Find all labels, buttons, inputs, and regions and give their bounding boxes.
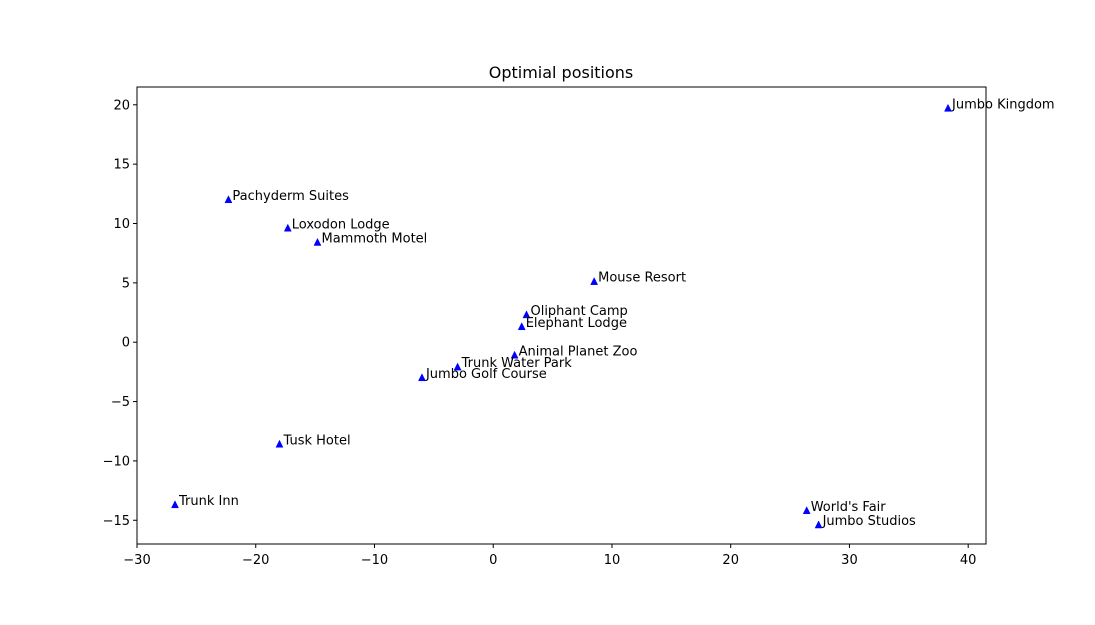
point-label: Animal Planet Zoo xyxy=(519,344,638,359)
data-points: Jumbo Kingdom Pachyderm Suites Loxodon Lod… xyxy=(171,97,1055,529)
point-label: Loxodon Lodge xyxy=(292,217,390,232)
point-label: Jumbo Kingdom xyxy=(951,97,1055,112)
x-axis: −30 −20 −10 0 10 20 30 40 xyxy=(123,544,976,568)
point-label: Elephant Lodge xyxy=(526,316,627,331)
point-marker xyxy=(517,322,526,331)
point-marker xyxy=(522,310,531,319)
point-marker xyxy=(814,520,823,529)
y-tick-label: 5 xyxy=(122,276,130,291)
point-marker xyxy=(510,350,519,359)
point-marker xyxy=(944,103,952,112)
point-label: Oliphant Camp xyxy=(530,304,627,319)
x-tick-label: 10 xyxy=(604,553,621,568)
point-label: Mouse Resort xyxy=(598,271,686,286)
point-label: Trunk Inn xyxy=(178,494,239,509)
y-tick-label: −5 xyxy=(111,395,130,410)
point-label: Pachyderm Suites xyxy=(232,189,349,204)
x-tick-label: −20 xyxy=(242,553,269,568)
x-tick-label: −10 xyxy=(361,553,388,568)
y-tick-label: 0 xyxy=(122,336,130,351)
x-tick-label: 0 xyxy=(489,553,497,568)
point-marker xyxy=(224,195,233,204)
point-marker xyxy=(283,223,292,232)
y-tick-label: −10 xyxy=(103,454,130,469)
point-marker xyxy=(418,373,426,382)
x-tick-label: 20 xyxy=(722,553,739,568)
y-tick-label: 20 xyxy=(113,98,130,113)
y-axis: −15 −10 −5 0 5 10 15 20 xyxy=(103,98,137,529)
point-label: Jumbo Studios xyxy=(822,514,916,529)
point-marker xyxy=(171,500,179,509)
point-marker xyxy=(453,362,462,371)
point-label: Trunk Water Park xyxy=(461,356,573,371)
point-label: Jumbo Golf Course xyxy=(425,367,547,382)
chart-title: Optimial positions xyxy=(489,63,634,82)
y-tick-label: 10 xyxy=(113,217,130,232)
point-marker xyxy=(590,277,599,285)
point-label: World's Fair xyxy=(811,500,887,515)
y-tick-label: 15 xyxy=(113,158,130,173)
point-label: Tusk Hotel xyxy=(282,433,350,448)
x-tick-label: 40 xyxy=(960,553,977,568)
point-marker xyxy=(313,237,322,246)
point-label: Mammoth Motel xyxy=(321,231,427,246)
point-marker xyxy=(275,439,284,448)
plot-frame xyxy=(136,86,987,545)
y-tick-label: −15 xyxy=(103,514,130,529)
point-marker xyxy=(802,506,811,515)
x-tick-label: 30 xyxy=(841,553,858,568)
x-tick-label: −30 xyxy=(123,553,150,568)
